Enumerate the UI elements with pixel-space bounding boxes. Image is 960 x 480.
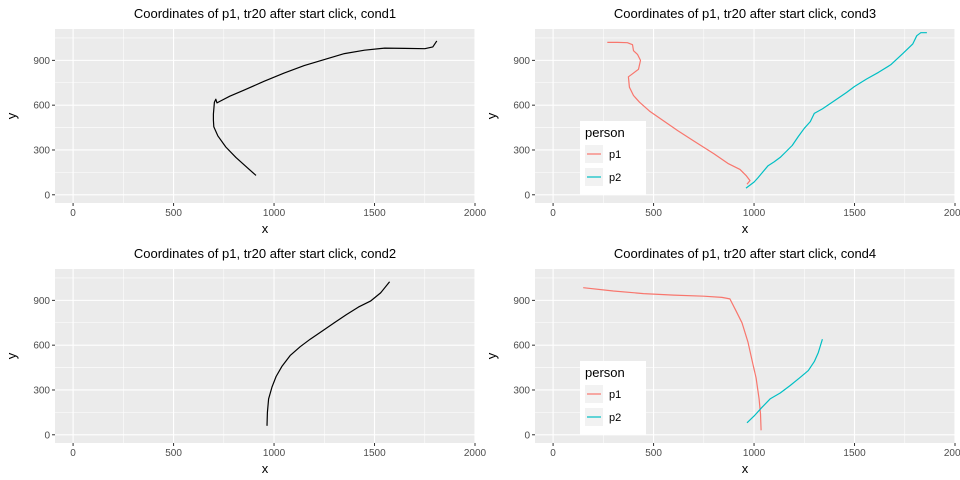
x-tick-label: 0 <box>550 448 556 459</box>
x-tick-label: 1000 <box>263 208 286 219</box>
legend-title: person <box>585 125 625 140</box>
y-tick-label: 0 <box>524 190 530 201</box>
y-tick-label: 900 <box>513 296 530 307</box>
x-axis-label: x <box>742 461 749 476</box>
x-tick-label: 2000 <box>944 448 960 459</box>
y-tick-label: 900 <box>33 56 50 67</box>
series-line-series-1 <box>266 281 391 426</box>
y-tick-label: 600 <box>33 101 50 112</box>
x-tick-label: 0 <box>550 208 556 219</box>
plot-background <box>55 269 475 443</box>
series-group <box>607 32 927 189</box>
y-tick-label: 300 <box>513 145 530 156</box>
y-tick-label: 900 <box>33 296 50 307</box>
y-tick-label: 600 <box>33 341 50 352</box>
chart-title: Coordinates of p1, tr20 after start clic… <box>614 246 876 261</box>
y-axis-label: y <box>4 112 19 119</box>
y-tick-label: 0 <box>524 430 530 441</box>
x-tick-label: 1500 <box>363 208 386 219</box>
chart-panel-4: Coordinates of p1, tr20 after start clic… <box>484 246 960 476</box>
x-axis-label: x <box>262 221 269 236</box>
legend: person p1 p2 <box>580 361 646 435</box>
x-axis-label: x <box>262 461 269 476</box>
x-tick-label: 1500 <box>843 448 866 459</box>
y-tick-label: 0 <box>44 190 50 201</box>
x-tick-label: 1000 <box>743 208 766 219</box>
x-tick-label: 1000 <box>263 448 286 459</box>
chart-panel-3: Coordinates of p1, tr20 after start clic… <box>4 246 487 476</box>
x-tick-label: 500 <box>165 448 182 459</box>
x-tick-label: 500 <box>645 208 662 219</box>
y-tick-label: 300 <box>33 385 50 396</box>
x-tick-label: 500 <box>645 448 662 459</box>
x-tick-label: 0 <box>70 448 76 459</box>
y-tick-label: 0 <box>44 430 50 441</box>
series-line-p1 <box>607 41 751 185</box>
y-axis-label: y <box>4 352 19 359</box>
y-tick-label: 600 <box>513 101 530 112</box>
chart-title: Coordinates of p1, tr20 after start clic… <box>134 6 396 21</box>
y-tick-label: 900 <box>513 56 530 67</box>
legend-label-p2: p2 <box>609 172 621 184</box>
y-axis-label: y <box>484 112 499 119</box>
series-group <box>212 40 438 176</box>
series-line-p2 <box>746 339 823 424</box>
y-tick-label: 300 <box>513 385 530 396</box>
x-tick-label: 1500 <box>363 448 386 459</box>
chart-panel-2: Coordinates of p1, tr20 after start clic… <box>484 6 960 236</box>
series-line-series-1 <box>212 40 438 176</box>
legend-label-p2: p2 <box>609 412 621 424</box>
legend-title: person <box>585 365 625 380</box>
y-axis-label: y <box>484 352 499 359</box>
legend-label-p1: p1 <box>609 389 621 401</box>
x-axis-label: x <box>742 221 749 236</box>
series-group <box>266 281 391 426</box>
chart-title: Coordinates of p1, tr20 after start clic… <box>134 246 396 261</box>
chart-panel-1: Coordinates of p1, tr20 after start clic… <box>4 6 487 236</box>
x-tick-label: 1500 <box>843 208 866 219</box>
x-tick-label: 0 <box>70 208 76 219</box>
legend-label-p1: p1 <box>609 149 621 161</box>
series-line-p1 <box>583 287 762 431</box>
chart-title: Coordinates of p1, tr20 after start clic… <box>614 6 876 21</box>
series-line-p2 <box>745 32 927 189</box>
series-group <box>583 287 823 431</box>
y-tick-label: 300 <box>33 145 50 156</box>
x-tick-label: 2000 <box>464 208 487 219</box>
x-tick-label: 500 <box>165 208 182 219</box>
x-tick-label: 2000 <box>944 208 960 219</box>
x-tick-label: 1000 <box>743 448 766 459</box>
x-tick-label: 2000 <box>464 448 487 459</box>
plot-background <box>55 29 475 203</box>
y-tick-label: 600 <box>513 341 530 352</box>
legend: person p1 p2 <box>580 121 646 195</box>
